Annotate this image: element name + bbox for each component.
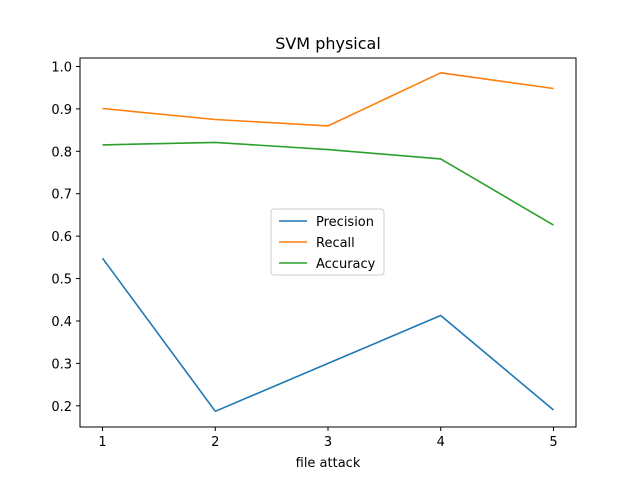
chart-title: SVM physical [275, 34, 381, 53]
series-line-recall [102, 72, 554, 127]
legend-label: Precision [316, 215, 374, 230]
legend: Precision Recall Accuracy [270, 208, 385, 276]
x-tick-label: 4 [437, 435, 445, 450]
y-tick-label: 0.5 [51, 273, 72, 288]
plot-lines [101, 72, 555, 413]
x-axis-title: file attack [296, 456, 361, 471]
y-tick-label: 0.4 [51, 315, 72, 330]
x-axis-ticks: 1 2 3 4 5 [98, 427, 558, 450]
x-tick-label: 2 [211, 435, 219, 450]
legend-label: Accuracy [316, 257, 376, 272]
y-tick-label: 0.9 [51, 103, 72, 118]
series-line-precision [101, 257, 555, 413]
y-tick-label: 0.3 [51, 357, 72, 372]
y-tick-label: 0.7 [51, 188, 72, 203]
legend-label: Recall [316, 236, 355, 251]
series-line-accuracy [102, 141, 554, 226]
x-tick-label: 5 [549, 435, 557, 450]
x-tick-label: 3 [324, 435, 332, 450]
y-tick-label: 1.0 [51, 60, 72, 75]
legend-box [270, 208, 385, 276]
y-axis-ticks: 0.2 0.3 0.4 0.5 0.6 0.7 0.8 0.9 1.0 [51, 60, 80, 415]
y-tick-label: 0.6 [51, 230, 72, 245]
y-tick-label: 0.2 [51, 400, 72, 415]
y-tick-label: 0.8 [51, 145, 72, 160]
x-tick-label: 1 [98, 435, 106, 450]
